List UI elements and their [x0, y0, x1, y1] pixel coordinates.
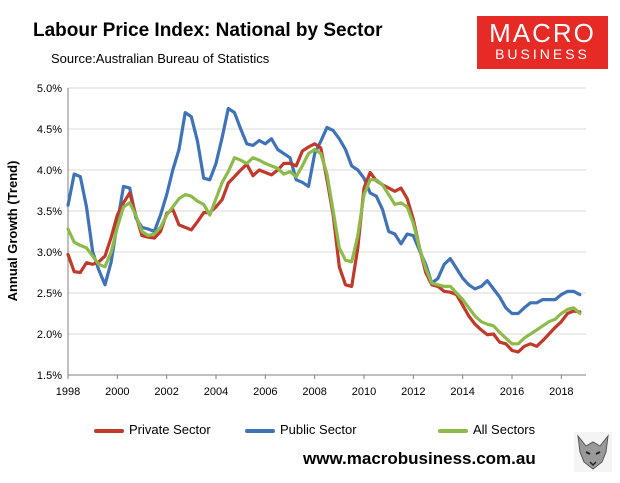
wolf-logo-icon — [574, 432, 612, 472]
x-tick-label: 2006 — [253, 386, 277, 398]
series-line-all — [66, 147, 582, 346]
x-tick-label: 2012 — [401, 386, 425, 398]
y-tick-label: 2.5% — [37, 288, 62, 300]
x-tick-label: 2002 — [154, 386, 178, 398]
y-tick-label: 1.5% — [37, 370, 62, 382]
x-tick-label: 1998 — [56, 386, 80, 398]
axes: 1.5% 2.0% 2.5% 3.0% 3.5% 4.0% 4.5% 5.0% 1998 2000… — [37, 83, 586, 398]
series-lines — [66, 106, 582, 354]
x-tick-label: 2018 — [549, 386, 573, 398]
legend-item-private: Private Sector — [94, 422, 211, 437]
x-tick-label: 2016 — [500, 386, 524, 398]
legend-label-public: Public Sector — [280, 422, 357, 437]
logo-sub-text: BUSINESS — [495, 46, 590, 62]
footer-url: www.macrobusiness.com.au — [303, 449, 536, 468]
legend-item-public: Public Sector — [245, 422, 357, 437]
y-tick-label: 4.0% — [37, 165, 62, 177]
y-axis-label: Annual Growth (Trend) — [5, 161, 20, 302]
logo-main-text: MACRO — [489, 18, 596, 48]
chart-title: Labour Price Index: National by Sector — [33, 20, 383, 41]
y-tick-label: 3.0% — [37, 247, 62, 259]
y-tick-label: 2.0% — [37, 329, 62, 341]
legend-item-all: All Sectors — [438, 422, 535, 437]
macrobusiness-logo: MACRO BUSINESS — [477, 16, 608, 69]
series-line-private — [66, 142, 582, 354]
y-tick-label: 4.5% — [37, 124, 62, 136]
legend-swatch-public — [245, 428, 275, 433]
x-tick-label: 2004 — [204, 386, 228, 398]
y-tick-label: 5.0% — [37, 83, 62, 95]
legend-swatch-private — [94, 428, 124, 433]
x-tick-label: 2000 — [105, 386, 129, 398]
legend-swatch-all — [438, 428, 468, 433]
x-tick-label: 2014 — [450, 386, 474, 398]
x-tick-label: 2008 — [302, 386, 326, 398]
legend-label-private: Private Sector — [129, 422, 211, 437]
series-line-public — [66, 106, 582, 316]
legend-label-all: All Sectors — [473, 422, 536, 437]
y-tick-label: 3.5% — [37, 206, 62, 218]
x-tick-label: 2010 — [352, 386, 376, 398]
chart-subtitle: Source:Australian Bureau of Statistics — [51, 51, 270, 66]
